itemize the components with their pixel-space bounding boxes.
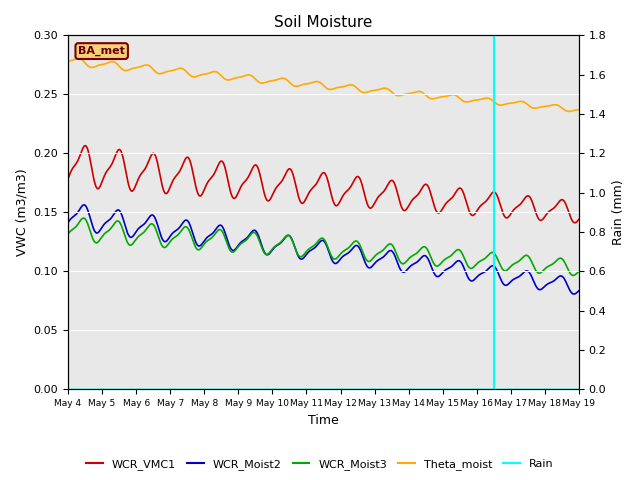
Legend: WCR_VMC1, WCR_Moist2, WCR_Moist3, Theta_moist, Rain: WCR_VMC1, WCR_Moist2, WCR_Moist3, Theta_… xyxy=(82,455,558,474)
Text: BA_met: BA_met xyxy=(78,46,125,56)
Y-axis label: VWC (m3/m3): VWC (m3/m3) xyxy=(15,168,28,256)
X-axis label: Time: Time xyxy=(308,414,339,427)
Y-axis label: Rain (mm): Rain (mm) xyxy=(612,180,625,245)
Title: Soil Moisture: Soil Moisture xyxy=(275,15,372,30)
